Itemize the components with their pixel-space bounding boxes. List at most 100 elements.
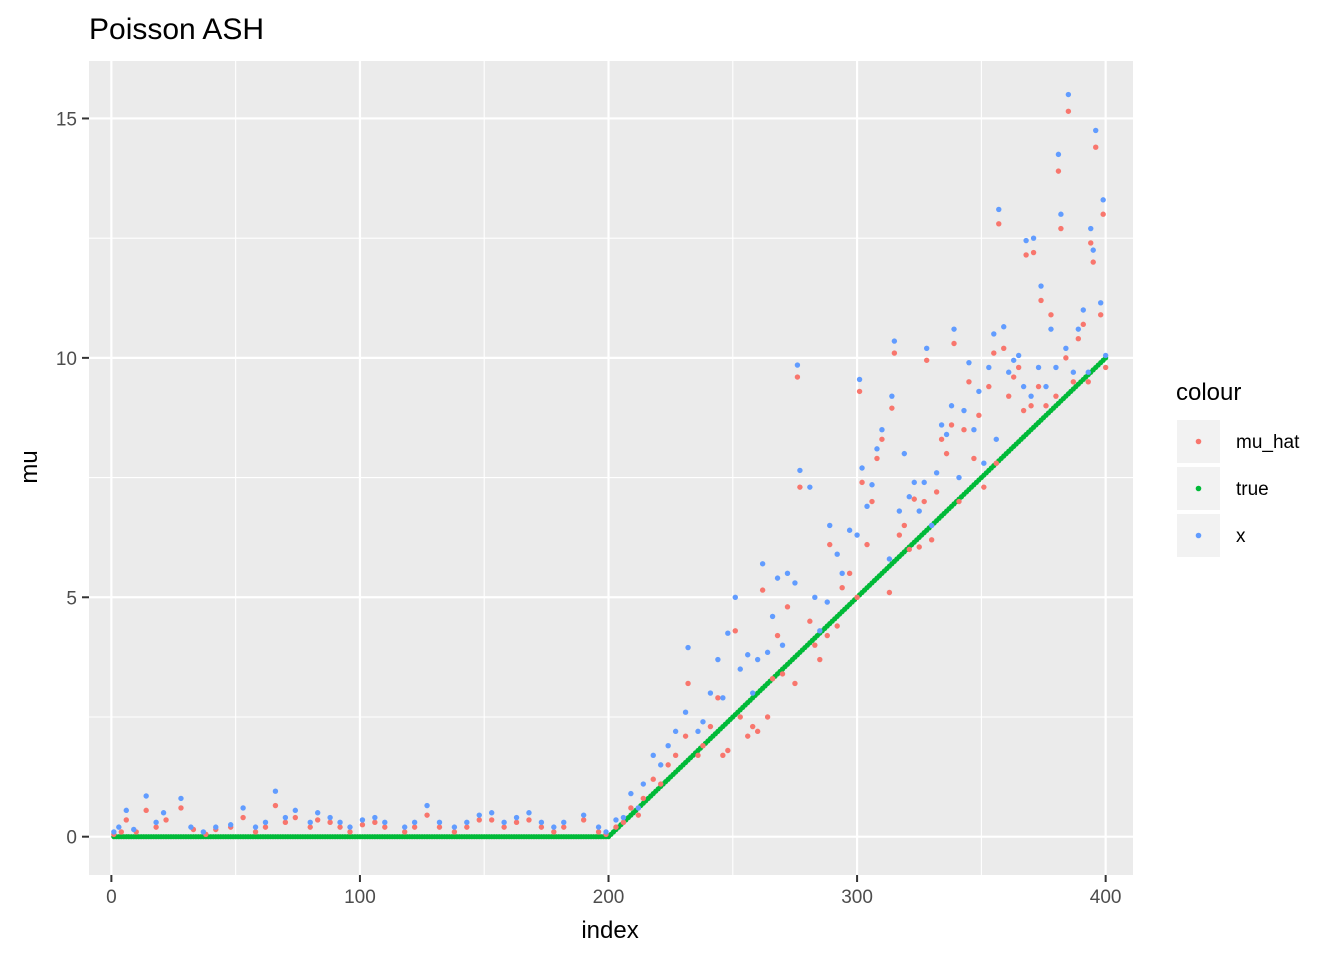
x-point bbox=[1015, 352, 1022, 359]
x-point bbox=[628, 790, 634, 797]
mu_hat-point bbox=[938, 436, 945, 442]
x-point bbox=[869, 482, 875, 488]
x-point bbox=[178, 795, 184, 802]
tick-labels: 0 100 200 300 400 0 5 10 15 bbox=[56, 109, 1122, 908]
mu_hat-point bbox=[976, 412, 982, 419]
mu_hat-point bbox=[635, 812, 642, 818]
chart-title: Poisson ASH bbox=[89, 13, 264, 46]
x-point bbox=[1070, 369, 1077, 375]
x-point bbox=[695, 728, 701, 735]
x-point bbox=[1088, 225, 1094, 232]
mu_hat-point bbox=[928, 537, 935, 543]
mu_hat-point bbox=[839, 585, 845, 591]
x-point bbox=[685, 644, 691, 651]
mu_hat-point bbox=[561, 824, 567, 830]
mu_hat-point bbox=[163, 817, 169, 823]
mu_hat-point bbox=[1030, 249, 1037, 256]
x-point bbox=[595, 824, 602, 830]
x-point bbox=[307, 819, 313, 826]
mu_hat-point bbox=[869, 498, 875, 505]
mu_hat-point bbox=[513, 819, 520, 826]
x-point bbox=[111, 829, 117, 835]
mu_hat-point bbox=[650, 776, 656, 782]
x-point bbox=[1043, 383, 1049, 390]
mu_hat-point bbox=[874, 455, 880, 462]
x-point bbox=[262, 819, 269, 826]
mu_hat-point bbox=[986, 383, 992, 390]
mu_hat-point bbox=[824, 632, 830, 639]
x-point bbox=[891, 338, 898, 344]
mu_hat-point bbox=[1070, 379, 1077, 385]
x-point bbox=[993, 436, 999, 442]
mu_hat-point bbox=[911, 496, 917, 502]
mu_hat-point bbox=[834, 623, 840, 629]
mu_hat-point bbox=[1080, 321, 1086, 328]
mu_hat-point bbox=[685, 680, 691, 687]
mu_hat-point bbox=[178, 805, 184, 811]
mu_hat-point bbox=[1035, 383, 1042, 390]
x-point bbox=[188, 824, 194, 830]
mu_hat-point bbox=[906, 546, 912, 553]
mu_hat-point bbox=[1006, 393, 1012, 399]
mu_hat-point bbox=[769, 675, 776, 682]
mu_hat-point bbox=[856, 388, 863, 395]
x-point bbox=[561, 819, 567, 826]
mu_hat-point bbox=[948, 422, 955, 428]
x-point bbox=[834, 551, 840, 557]
mu_hat-point bbox=[859, 479, 865, 486]
mu_hat-point bbox=[981, 484, 987, 490]
mu_hat-point bbox=[628, 805, 634, 811]
mu_hat-point bbox=[665, 762, 671, 768]
points-layer bbox=[111, 91, 1109, 837]
x-point bbox=[143, 793, 149, 799]
mu_hat-point bbox=[923, 357, 930, 363]
x-point bbox=[513, 814, 520, 821]
mu_hat-point bbox=[488, 817, 495, 823]
x-point bbox=[906, 494, 912, 500]
legend-label: x bbox=[1236, 526, 1246, 547]
mu_hat-point bbox=[996, 221, 1002, 227]
mu_hat-point bbox=[807, 618, 813, 624]
x-point bbox=[774, 575, 781, 581]
mu_hat-point bbox=[1102, 364, 1109, 371]
x-point bbox=[1100, 197, 1106, 203]
x-point bbox=[754, 656, 761, 663]
x-point bbox=[116, 824, 122, 830]
x-point bbox=[123, 807, 129, 814]
mu_hat-point bbox=[784, 604, 791, 610]
mu_hat-point bbox=[314, 817, 321, 823]
mu_hat-point bbox=[240, 814, 246, 821]
x-point bbox=[764, 649, 771, 656]
x-point bbox=[411, 819, 418, 826]
x-point bbox=[227, 822, 234, 828]
x-point bbox=[874, 446, 880, 452]
mu_hat-point bbox=[436, 824, 443, 830]
mu_hat-point bbox=[864, 541, 870, 548]
x-point bbox=[488, 810, 495, 816]
x-point bbox=[981, 460, 987, 466]
x-point bbox=[792, 580, 798, 586]
mu_hat-point bbox=[879, 436, 885, 442]
mu_hat-point bbox=[1053, 393, 1059, 399]
x-point bbox=[672, 728, 679, 735]
mu_hat-point bbox=[991, 350, 997, 356]
x-point bbox=[1038, 283, 1044, 289]
mu_hat-point bbox=[1075, 336, 1082, 342]
mu_hat-point bbox=[1015, 364, 1022, 371]
x-point bbox=[817, 628, 823, 634]
x-point bbox=[1090, 247, 1096, 253]
mu_hat-point bbox=[794, 374, 801, 380]
mu_hat-point bbox=[118, 829, 125, 835]
x-point bbox=[737, 666, 743, 672]
x-point bbox=[928, 522, 935, 529]
x-point bbox=[436, 819, 443, 826]
mu_hat-point bbox=[764, 714, 771, 720]
x-point bbox=[784, 570, 791, 577]
x-point bbox=[901, 450, 908, 457]
mu_hat-point bbox=[993, 460, 999, 466]
mu_hat-point bbox=[1048, 312, 1054, 318]
x-point bbox=[889, 393, 895, 399]
x-point bbox=[382, 819, 388, 826]
